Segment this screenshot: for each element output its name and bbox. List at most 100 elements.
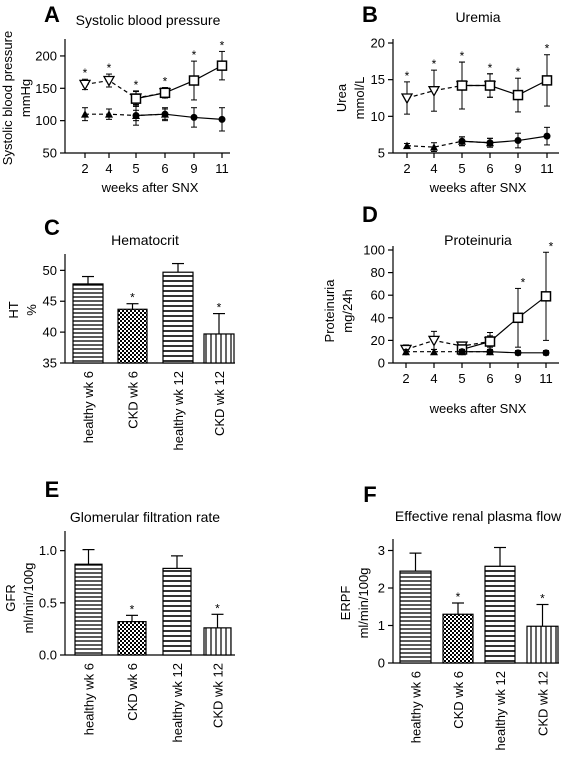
panel-c-ytick-label: 40 xyxy=(43,325,57,340)
panel-b-xtick-label: 9 xyxy=(514,161,521,176)
panel-b-series-2-point xyxy=(403,141,411,150)
panel-d-xtick-label: 4 xyxy=(430,371,437,386)
panel-f-title: Effective renal plasma flow xyxy=(395,508,562,524)
panel-a-significance-star: * xyxy=(220,38,225,52)
panel-d-significance-star: * xyxy=(549,239,554,253)
panel-a-xtick-label: 5 xyxy=(132,161,139,176)
panel-c-category-label: healthy wk 6 xyxy=(81,371,96,443)
panel-b-ytick-label: 15 xyxy=(371,72,385,87)
panel-f-category-label: healthy wk 6 xyxy=(409,671,424,743)
panel-e-category-label: CKD wk 6 xyxy=(125,663,140,721)
panel-c-significance-star: * xyxy=(130,291,135,305)
panel-b-series-0-line xyxy=(406,84,490,99)
panel-f-ylabel-main: ERPF xyxy=(338,586,353,621)
panel-e-category-label: healthy wk 12 xyxy=(170,663,185,743)
panel-e-ylabel-unit: ml/min/100g xyxy=(21,563,36,634)
panel-e-bar xyxy=(74,563,103,656)
panel-a-series-1-line xyxy=(135,65,223,100)
panel-e-bar xyxy=(162,567,192,656)
panel-a-xtick-label: 11 xyxy=(215,161,229,176)
panel-d-ytick-label: 0 xyxy=(378,356,385,371)
panel-a-title: Systolic blood pressure xyxy=(76,12,221,28)
panel-c-bar xyxy=(162,271,194,364)
panel-b-series-0-point xyxy=(400,93,414,105)
panel-a-letter: A xyxy=(44,2,60,27)
panel-b-series-3-point xyxy=(458,137,466,145)
panel-b-xtick-label: 11 xyxy=(540,161,554,176)
panel-a-significance-star: * xyxy=(192,48,197,62)
panel-b-xtick-label: 4 xyxy=(430,161,437,176)
panel-b-series-1-point xyxy=(541,75,553,86)
panel-e-letter: E xyxy=(45,477,60,502)
panel-a-series-2-point xyxy=(105,110,113,118)
panel-c-ytick-label: 50 xyxy=(43,263,57,278)
panel-a-xtick-label: 2 xyxy=(81,161,88,176)
panel-c-letter: C xyxy=(44,215,60,240)
panel-d-xtick-label: 2 xyxy=(402,371,409,386)
panel-e-ytick-label: 0.0 xyxy=(39,648,57,663)
panel-d-xtick-label: 11 xyxy=(539,371,553,386)
panel-e-ytick-label: 0.5 xyxy=(39,595,57,610)
panel-f-ytick-label: 0 xyxy=(378,656,385,671)
panel-a-significance-star: * xyxy=(134,78,139,92)
panel-a-ytick-label: 50 xyxy=(43,146,57,161)
panel-c-significance-star: * xyxy=(217,301,222,315)
panel-d-series-1-point xyxy=(484,336,496,347)
panel-f-ytick-label: 3 xyxy=(378,543,385,558)
panel-c-ytick-label: 45 xyxy=(43,294,57,309)
panel-d-series-0-line xyxy=(405,339,491,351)
panel-a-significance-star: * xyxy=(163,75,168,89)
panel-b-series-3-point xyxy=(514,137,522,145)
panel-d-series-3-line xyxy=(462,351,546,354)
panel-e-ylabel-main: GFR xyxy=(3,584,18,611)
panel-e-significance-star: * xyxy=(130,602,135,616)
panel-f-significance-star: * xyxy=(540,592,545,606)
panel-e-bar xyxy=(203,627,232,656)
panel-b-xtick-label: 5 xyxy=(458,161,465,176)
panel-f-bar xyxy=(399,570,432,664)
panel-d-title: Proteinuria xyxy=(444,232,512,248)
panel-d-series-0-point xyxy=(427,335,441,347)
panel-b-xlabel: weeks after SNX xyxy=(429,180,527,195)
panel-a-series-0-point xyxy=(102,75,116,87)
panel-d-xlabel: weeks after SNX xyxy=(429,401,527,416)
panel-b-significance-star: * xyxy=(516,65,521,79)
panel-a-xtick-label: 6 xyxy=(161,161,168,176)
panel-b-xtick-label: 6 xyxy=(486,161,493,176)
panel-a-series-1-point xyxy=(159,87,171,99)
panel-f-significance-star: * xyxy=(456,590,461,604)
panel-d-xtick-label: 5 xyxy=(458,371,465,386)
panel-f-ytick-label: 1 xyxy=(378,618,385,633)
panel-f-bar xyxy=(442,613,474,664)
panel-d-ylabel-main: Proteinuria xyxy=(322,279,337,343)
panel-c-bar xyxy=(72,283,104,364)
panel-b-series-3-line xyxy=(461,135,548,144)
panel-f-ytick-label: 2 xyxy=(378,581,385,596)
panel-e-category-label: CKD wk 12 xyxy=(211,663,226,728)
panel-b-series-1-line xyxy=(462,79,548,96)
panel-c-bar xyxy=(117,308,148,364)
panel-b-series-1-point xyxy=(456,80,468,91)
panel-d-ylabel-unit: mg/24h xyxy=(340,289,355,332)
panel-a-series-0-point xyxy=(78,79,92,91)
panel-d-series-3-point xyxy=(458,348,466,356)
panel-b-ytick-label: 5 xyxy=(378,146,385,161)
panel-b-ytick-label: 10 xyxy=(371,109,385,124)
panel-d-xtick-label: 6 xyxy=(486,371,493,386)
panel-f-category-label: CKD wk 6 xyxy=(451,671,466,729)
panel-a-series-3-line xyxy=(135,113,223,120)
panel-d-series-1-point xyxy=(540,291,552,302)
panel-c-bar xyxy=(203,333,235,364)
panel-f-ylabel-unit: ml/min/100g xyxy=(356,568,371,639)
panel-f-category-label: healthy wk 12 xyxy=(493,671,508,751)
panel-f-bar xyxy=(526,625,559,664)
panel-a-series-3-point xyxy=(218,115,226,123)
panel-d-letter: D xyxy=(362,202,378,227)
panel-b-series-2-point xyxy=(430,143,438,151)
panel-a-ytick-label: 200 xyxy=(35,48,57,63)
panel-d-ytick-label: 40 xyxy=(371,310,385,325)
panel-b-series-0-point xyxy=(427,86,441,98)
panel-d-xtick-label: 9 xyxy=(514,371,521,386)
